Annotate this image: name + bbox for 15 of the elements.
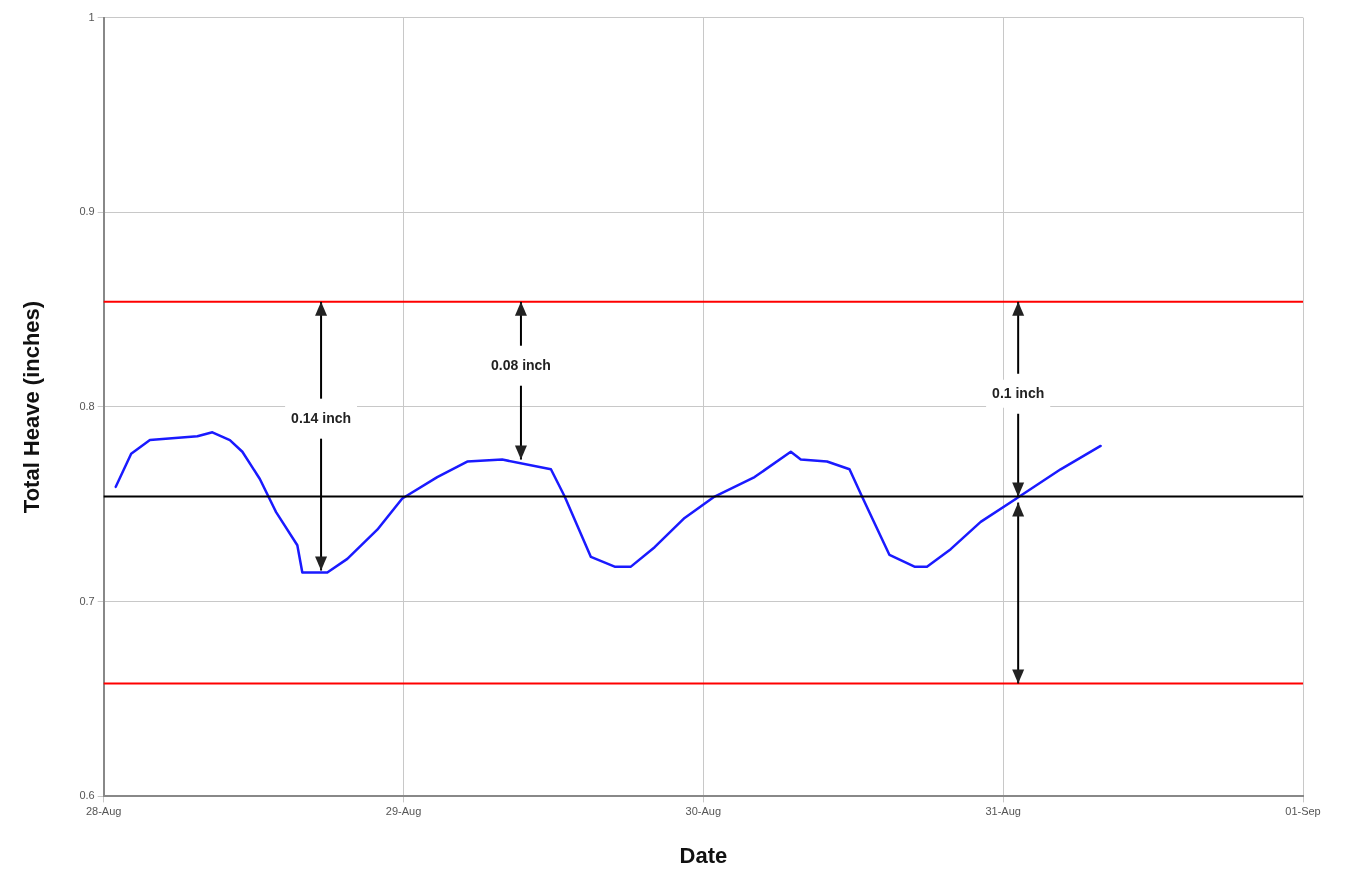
y-tick-label: 0.7: [79, 594, 95, 607]
annotation: 0.1 inch: [992, 384, 1045, 401]
x-tick-label: 30-Aug: [685, 805, 722, 818]
y-tick-label: 0.9: [79, 205, 95, 218]
x-tick-label: 29-Aug: [385, 805, 422, 818]
x-tick-label: 31-Aug: [985, 805, 1021, 818]
annotation: 0.08 inch: [490, 356, 551, 373]
x-axis-title: Date: [679, 842, 728, 868]
annotation: 0.14 inch: [291, 409, 352, 426]
x-tick-label: 01-Sep: [1285, 805, 1321, 818]
y-tick-label: 0.8: [79, 400, 95, 413]
y-axis-title: Total Heave (inches): [19, 300, 45, 514]
x-tick-label: 28-Aug: [85, 805, 122, 818]
y-tick-label: 1: [88, 10, 95, 23]
y-tick-label: 0.6: [79, 789, 95, 802]
